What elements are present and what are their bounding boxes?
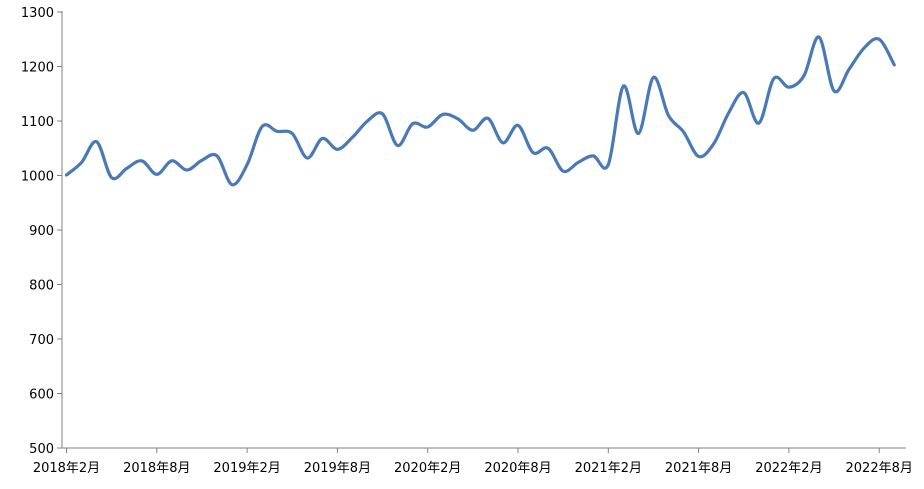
x-tick-label: 2019年2月 [213,461,280,476]
x-tick-label: 2018年8月 [123,461,190,476]
x-axis: 2018年2月 2018年8月 2019年2月 2019年8月 2020年2月 2020年… [33,447,913,476]
x-tick-label: 2019年8月 [304,461,371,476]
y-tick-label: 1300 [21,6,54,21]
y-tick-label: 700 [29,333,54,348]
y-tick-label: 1200 [21,61,54,76]
x-tick-label: 2021年8月 [665,461,732,476]
x-tick-label: 2021年2月 [575,461,642,476]
x-tick-label: 2020年8月 [484,461,551,476]
x-tick-label: 2022年8月 [846,461,913,476]
y-tick-label: 500 [29,442,54,457]
y-tick-label: 1100 [21,115,54,130]
series-line [64,35,896,187]
x-tick-label: 2020年2月 [394,461,461,476]
y-axis: 500 600 700 800 900 1000 1100 1200 1300 [21,6,63,457]
y-tick-label: 800 [29,279,54,294]
y-tick-label: 900 [29,224,54,239]
x-tick-label: 2022年2月 [755,461,822,476]
y-tick-label: 1000 [21,170,54,185]
x-tick-label: 2018年2月 [33,461,100,476]
series-group [64,35,896,187]
y-tick-label: 600 [29,388,54,403]
